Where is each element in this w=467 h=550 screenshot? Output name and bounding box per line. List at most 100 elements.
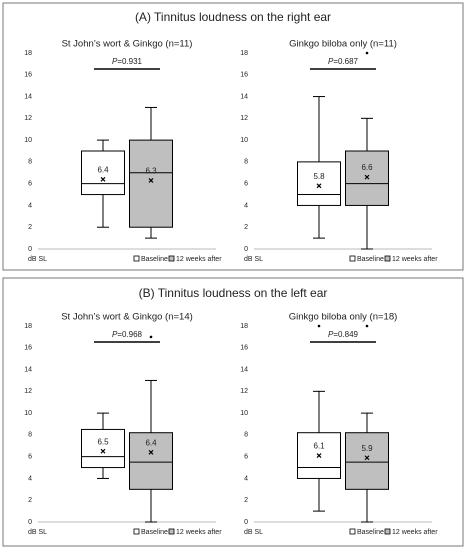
box [129,139,173,228]
y-tick-label: 6 [28,454,32,461]
y-tick-label: 18 [24,50,32,57]
legend-label: Baseline [141,256,168,263]
y-tick-label: 16 [240,72,248,79]
panel-title: (A) Tinnitus loudness on the right ear [135,10,331,24]
legend-label: 12 weeks after [392,256,438,263]
legend-label: 12 weeks after [176,529,222,536]
y-tick-label: 18 [24,323,32,330]
mean-label: 5.9 [361,444,373,453]
mean-marker [316,183,322,189]
y-tick-label: 16 [24,345,32,352]
y-tick-label: 10 [240,137,248,144]
y-tick-label: 2 [28,497,32,504]
p-symbol: P [328,57,334,66]
mean-marker [364,174,370,180]
y-tick-label: 10 [240,410,248,417]
chart-title: St John’s wort & Ginkgo (n=14) [61,312,193,323]
panel-frame [2,2,464,271]
chart-title: St John’s wort & Ginkgo (n=11) [62,39,193,50]
p-symbol: P [328,330,334,339]
mean-label: 6.4 [145,438,157,447]
y-tick-label: 2 [244,224,248,231]
y-tick-label: 14 [24,366,32,373]
p-value: P=0.849 [328,330,359,339]
legend-label: Baseline [357,256,384,263]
legend-label: 12 weeks after [176,256,222,263]
box [297,161,341,206]
y-axis-label: dB SL [28,256,47,263]
outlier [317,324,321,328]
panel-title: (B) Tinnitus loudness on the left ear [139,286,328,300]
y-tick-label: 12 [240,388,248,395]
mean-marker [100,176,106,182]
legend-label: Baseline [141,529,168,536]
y-tick-label: 10 [24,410,32,417]
mean-label: 6.6 [361,163,373,172]
y-tick-label: 12 [24,388,32,395]
y-tick-label: 14 [24,93,32,100]
legend-swatch [168,528,175,535]
y-tick-label: 18 [240,50,248,57]
y-tick-label: 0 [28,519,32,526]
y-tick-label: 16 [240,345,248,352]
legend-swatch [133,255,140,262]
mean-marker [364,455,370,461]
box [129,432,173,490]
legend-label: 12 weeks after [392,529,438,536]
mean-label: 6.3 [145,167,157,176]
mean-label: 5.8 [313,172,325,181]
p-text: =0.931 [117,57,142,66]
box [345,150,389,206]
y-tick-label: 4 [244,202,248,209]
y-axis-label: dB SL [28,529,47,536]
p-value: P=0.931 [112,57,143,66]
y-tick-label: 0 [28,246,32,253]
legend-swatch [384,255,391,262]
mean-label: 6.4 [97,165,109,174]
box [81,150,125,196]
panel-frame [2,277,464,547]
p-value: P=0.968 [112,330,143,339]
outlier [365,324,369,328]
y-tick-label: 6 [244,454,248,461]
chart-title: Ginkgo biloba only (n=11) [289,39,397,50]
y-tick-label: 2 [28,224,32,231]
p-symbol: P [112,330,118,339]
legend-swatch [349,528,356,535]
y-tick-label: 8 [28,432,32,439]
y-tick-label: 4 [28,475,32,482]
p-text: =0.968 [117,330,142,339]
box [81,428,125,469]
outlier [149,335,153,339]
p-text: =0.849 [333,330,358,339]
mean-marker [100,448,106,454]
legend-swatch [133,528,140,535]
p-symbol: P [112,57,118,66]
y-tick-label: 8 [244,159,248,166]
y-tick-label: 6 [28,181,32,188]
mean-marker [148,177,154,183]
y-tick-label: 16 [24,72,32,79]
y-tick-label: 18 [240,323,248,330]
y-tick-label: 14 [240,366,248,373]
y-tick-label: 12 [240,115,248,122]
outlier [365,51,369,55]
y-tick-label: 8 [28,159,32,166]
y-tick-label: 14 [240,93,248,100]
mean-label: 6.1 [313,442,325,451]
y-tick-label: 8 [244,432,248,439]
y-axis-label: dB SL [244,529,263,536]
y-tick-label: 4 [28,202,32,209]
mean-marker [148,449,154,455]
chart-title: Ginkgo biloba only (n=18) [289,312,398,323]
legend-swatch [384,528,391,535]
y-tick-label: 6 [244,181,248,188]
y-tick-label: 10 [24,137,32,144]
y-tick-label: 2 [244,497,248,504]
mean-marker [316,453,322,459]
legend-label: Baseline [357,529,384,536]
mean-label: 6.5 [97,437,109,446]
y-tick-label: 0 [244,246,248,253]
y-tick-label: 12 [24,115,32,122]
